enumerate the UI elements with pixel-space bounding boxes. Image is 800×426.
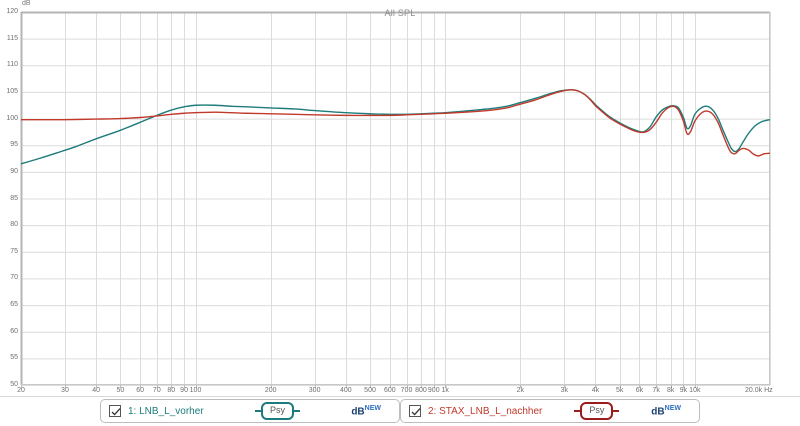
series-2-psy-button[interactable]: Psy	[574, 402, 620, 420]
psy-lead-left-icon	[254, 410, 261, 412]
x-tick-100: 100	[189, 387, 202, 394]
x-tick-10k: 10k	[689, 387, 701, 394]
y-tick-70: 70	[10, 274, 18, 282]
y-tick-75: 75	[10, 247, 18, 255]
x-tick-40: 40	[92, 387, 101, 394]
series-1-new-badge: NEW	[364, 404, 381, 412]
series-2-unit-button[interactable]: dBNEW	[651, 405, 681, 417]
x-tick-90: 90	[180, 387, 188, 394]
y-tick-120: 120	[6, 8, 18, 15]
psy-lead-left-icon	[574, 410, 581, 412]
x-tick-20: 20	[17, 387, 25, 394]
x-tick-900: 900	[427, 387, 440, 394]
series-1-unit-button[interactable]: dBNEW	[351, 405, 381, 417]
x-tick-300: 300	[308, 387, 321, 394]
psy-lead-right-icon	[613, 410, 620, 412]
y-tick-80: 80	[10, 221, 18, 229]
y-tick-60: 60	[10, 327, 18, 335]
x-tick-200: 200	[264, 387, 277, 394]
x-tick-50: 50	[116, 387, 125, 394]
y-tick-55: 55	[10, 354, 18, 362]
series-1-unit-label: dB	[351, 406, 365, 418]
x-tick-2k: 2k	[516, 387, 525, 394]
series-2-label: 2: STAX_LNB_L_nachher	[428, 405, 543, 417]
x-tick-500: 500	[364, 387, 376, 394]
legend-bar: 1: LNB_L_vorher Psy dBNEW 2: STAX_LNB_L_…	[0, 396, 800, 426]
series-1-psy-label: Psy	[260, 402, 294, 420]
x-tick-60: 60	[136, 387, 144, 394]
legend-item-1[interactable]: 1: LNB_L_vorher Psy dBNEW	[100, 399, 400, 423]
series-2-checkbox[interactable]	[409, 405, 421, 417]
x-tick-700: 700	[400, 387, 413, 394]
x-tick-1k: 1k	[441, 387, 449, 394]
x-tick-6k: 6k	[635, 387, 644, 394]
y-tick-90: 90	[10, 167, 18, 175]
x-tick-5k: 5k	[615, 387, 624, 394]
y-tick-100: 100	[6, 114, 18, 122]
series-1-psy-button[interactable]: Psy	[254, 402, 300, 420]
legend-item-2[interactable]: 2: STAX_LNB_L_nachher Psy dBNEW	[400, 399, 700, 423]
y-axis-unit-label: dB	[22, 0, 31, 7]
x-tick-3k: 3k	[560, 387, 568, 394]
spl-chart	[20, 11, 771, 388]
series-line-2	[21, 89, 770, 157]
psy-lead-right-icon	[293, 410, 300, 412]
series-1-checkbox[interactable]	[109, 405, 121, 417]
series-2-unit-label: dB	[651, 406, 665, 418]
x-tick-600: 600	[383, 387, 396, 394]
x-tick-8k: 8k	[666, 387, 675, 394]
y-tick-110: 110	[6, 61, 18, 69]
x-tick-400: 400	[339, 387, 352, 394]
series-2-new-badge: NEW	[664, 404, 681, 412]
x-tick-4k: 4k	[591, 387, 600, 394]
x-tick-9k: 9k	[679, 387, 688, 394]
chart-plot-area: All SPL dB 20.0k Hz 120 115 110 105 100 95 90 8…	[6, 0, 773, 394]
y-tick-95: 95	[10, 141, 18, 149]
series-1-label: 1: LNB_L_vorher	[128, 405, 204, 417]
y-tick-65: 65	[10, 301, 18, 309]
x-tick-800: 800	[415, 387, 427, 394]
chart-title: All SPL	[384, 8, 416, 18]
y-tick-115: 115	[6, 34, 18, 42]
y-tick-105: 105	[6, 87, 18, 95]
series-2-psy-label: Psy	[580, 402, 614, 420]
x-tick-80: 80	[167, 387, 176, 394]
y-tick-50: 50	[10, 381, 18, 388]
y-tick-85: 85	[10, 194, 18, 202]
x-tick-7k: 7k	[652, 387, 660, 394]
x-tick-30: 30	[61, 387, 69, 394]
x-axis-end-label: 20.0k Hz	[745, 387, 773, 394]
x-tick-70: 70	[152, 387, 161, 394]
